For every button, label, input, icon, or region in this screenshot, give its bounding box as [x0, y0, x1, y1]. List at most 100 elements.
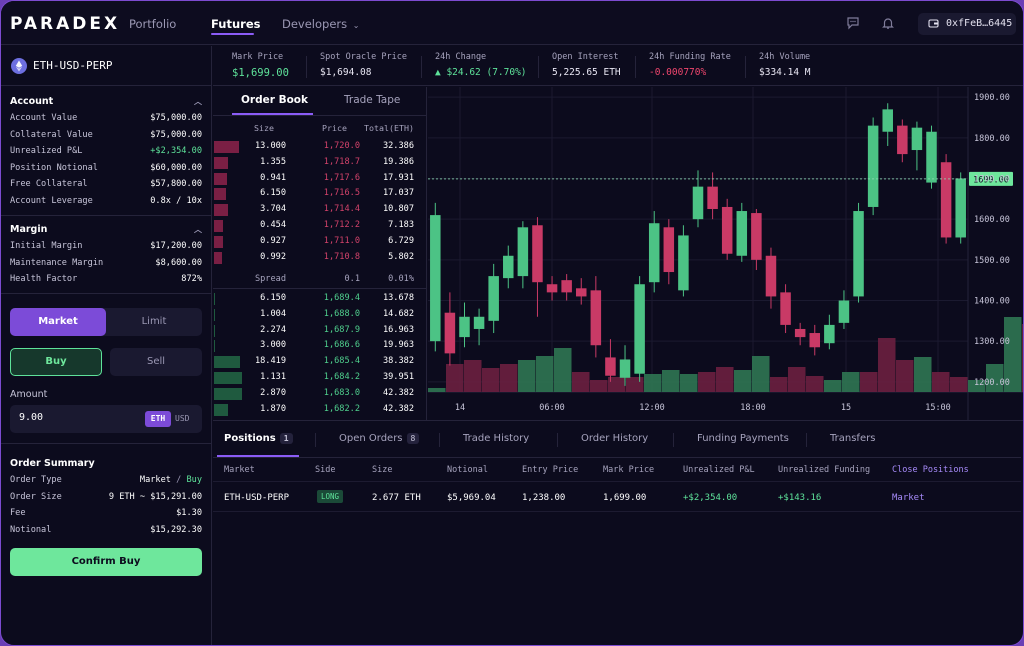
account-section-header[interactable]: Account ︿	[10, 94, 202, 110]
unit-eth-toggle[interactable]: ETH	[145, 411, 171, 427]
stat-24h-change: 24h Change ▲ $24.62 (7.70%)	[435, 52, 527, 78]
bid-row[interactable]: 1.004 1,688.0 14.682	[213, 307, 426, 323]
tab-label: Open Orders	[339, 433, 403, 444]
wallet-address: 0xfFeB…6445	[946, 18, 1013, 29]
depth-bar	[214, 387, 242, 400]
confirm-buy-button[interactable]: Confirm Buy	[10, 548, 202, 576]
bid-row[interactable]: 18.419 1,685.4 38.382	[213, 354, 426, 370]
unrealized-pnl-label: Unrealized P&L	[10, 146, 83, 156]
ask-row[interactable]: 0.941 1,717.6 17.931	[213, 171, 426, 187]
nav-portfolio[interactable]: Portfolio	[129, 17, 177, 31]
order-type-market-button[interactable]: Market	[10, 308, 106, 336]
spread-value: 0.1	[344, 274, 360, 284]
ob-price: 1,710.8	[323, 251, 360, 262]
depth-bar	[214, 340, 215, 353]
candle-body	[780, 292, 791, 325]
volume-bar	[878, 338, 896, 392]
tab-trade-history[interactable]: Trade History	[463, 433, 529, 444]
volume-bar	[698, 372, 716, 392]
order-type-separator: /	[170, 475, 187, 485]
summary-row: Order Type Market / Buy	[10, 472, 202, 489]
nav-developers[interactable]: Developers ⌄	[282, 17, 360, 31]
notional-label: Notional	[10, 524, 52, 535]
tab-positions[interactable]: Positions 1	[224, 433, 293, 444]
y-tick-label: 1900.00	[974, 93, 1010, 103]
chat-icon[interactable]	[846, 16, 860, 30]
nav-futures[interactable]: Futures	[211, 17, 261, 31]
y-tick-label: 1300.00	[974, 337, 1010, 347]
depth-bar	[214, 156, 228, 169]
spread-percent: 0.01%	[388, 274, 414, 284]
close-positions-link[interactable]: Close Positions	[892, 465, 969, 475]
bid-row[interactable]: 1.870 1,682.2 42.382	[213, 402, 426, 418]
ask-row[interactable]: 6.150 1,716.5 17.037	[213, 186, 426, 202]
volume-bar	[554, 348, 572, 392]
nav-active-indicator	[211, 33, 254, 35]
tab-trade-tape[interactable]: Trade Tape	[344, 94, 401, 106]
candlestick-chart[interactable]: 1699.00 1900.00 1800.00 1700.00 1600.00 1500.…	[428, 87, 1023, 420]
bid-row[interactable]: 3.000 1,686.6 19.963	[213, 338, 426, 354]
bid-row[interactable]: 1.131 1,684.2 39.951	[213, 370, 426, 386]
ask-row[interactable]: 13.000 1,720.0 32.386	[213, 139, 426, 155]
chevron-down-icon: ⌄	[352, 21, 360, 30]
volume-bar	[914, 357, 932, 392]
candle-body	[430, 215, 441, 342]
side-buy-button[interactable]: Buy	[10, 348, 102, 376]
candle-body	[955, 178, 966, 238]
ob-price: 1,716.5	[323, 188, 360, 199]
stat-open-interest: Open Interest 5,225.65 ETH	[552, 52, 621, 78]
divider	[635, 56, 636, 78]
bell-icon[interactable]	[881, 16, 895, 30]
volume-bar	[608, 377, 626, 392]
bid-row[interactable]: 2.870 1,683.0 42.382	[213, 386, 426, 402]
order-book-panel: Order Book Trade Tape Size Price Total(E…	[213, 87, 427, 420]
volume-bar	[626, 377, 644, 392]
ob-total: 7.183	[388, 220, 414, 230]
market-name: ETH-USD-PERP	[33, 59, 113, 72]
market-stats-bar: Mark Price $1,699.00 Spot Oracle Price $1,…	[213, 46, 1023, 86]
initial-margin-label: Initial Margin	[10, 241, 83, 251]
bid-row[interactable]: 2.274 1,687.9 16.963	[213, 323, 426, 339]
order-type-label: Order Type	[10, 475, 62, 485]
volume-bar	[986, 364, 1004, 392]
ask-row[interactable]: 1.355 1,718.7 19.386	[213, 155, 426, 171]
ob-total: 16.963	[382, 324, 414, 335]
ob-total: 38.382	[382, 356, 414, 367]
account-value-label: Account Value	[10, 113, 78, 123]
ask-row[interactable]: 0.454 1,712.2 7.183	[213, 218, 426, 234]
ob-total: 19.963	[382, 340, 414, 351]
side-sell-button[interactable]: Sell	[110, 348, 202, 376]
ask-row[interactable]: 3.704 1,714.4 10.807	[213, 202, 426, 218]
ob-total: 32.386	[382, 141, 414, 151]
position-notional-label: Position Notional	[10, 162, 98, 173]
tab-funding-payments[interactable]: Funding Payments	[697, 433, 789, 444]
tab-transfers[interactable]: Transfers	[830, 433, 875, 444]
bid-row[interactable]: 6.150 1,689.4 13.678	[213, 291, 426, 307]
account-section: Account ︿ Account Value $75,000.00 Collat…	[1, 86, 211, 209]
ob-size: 6.150	[260, 293, 286, 303]
unit-usd-toggle[interactable]: USD	[175, 414, 190, 423]
candle-body	[575, 288, 587, 297]
price-chart[interactable]: 1699.00 1900.00 1800.00 1700.00 1600.00 1500.…	[428, 87, 1023, 420]
volume-bar	[500, 364, 518, 392]
tab-order-history[interactable]: Order History	[581, 433, 648, 444]
tab-open-orders[interactable]: Open Orders 8	[339, 433, 420, 444]
stat-label: Spot Oracle Price	[320, 52, 407, 62]
order-type-limit-button[interactable]: Limit	[141, 316, 167, 327]
amount-input[interactable]: 9.00 ETH USD	[10, 405, 202, 433]
ask-row[interactable]: 0.927 1,711.0 6.729	[213, 234, 426, 250]
free-collateral-value: $57,800.00	[150, 179, 202, 189]
paradex-logo[interactable]: PARADEX	[10, 14, 121, 34]
wallet-address-button[interactable]: 0xfFeB…6445	[918, 13, 1016, 35]
ask-row[interactable]: 0.992 1,710.8 5.802	[213, 250, 426, 266]
ob-price: 1,682.2	[323, 403, 360, 414]
close-market-button[interactable]: Market	[892, 493, 925, 503]
depth-bar	[214, 141, 239, 153]
margin-section-header[interactable]: Margin ︿	[10, 222, 202, 238]
ob-size: 3.704	[260, 204, 286, 215]
ob-size: 6.150	[260, 188, 286, 199]
ob-price: 1,686.6	[323, 340, 360, 351]
market-selector[interactable]: ETH-USD-PERP	[1, 46, 211, 86]
tab-order-book[interactable]: Order Book	[241, 94, 308, 106]
volume-bar	[518, 360, 536, 392]
